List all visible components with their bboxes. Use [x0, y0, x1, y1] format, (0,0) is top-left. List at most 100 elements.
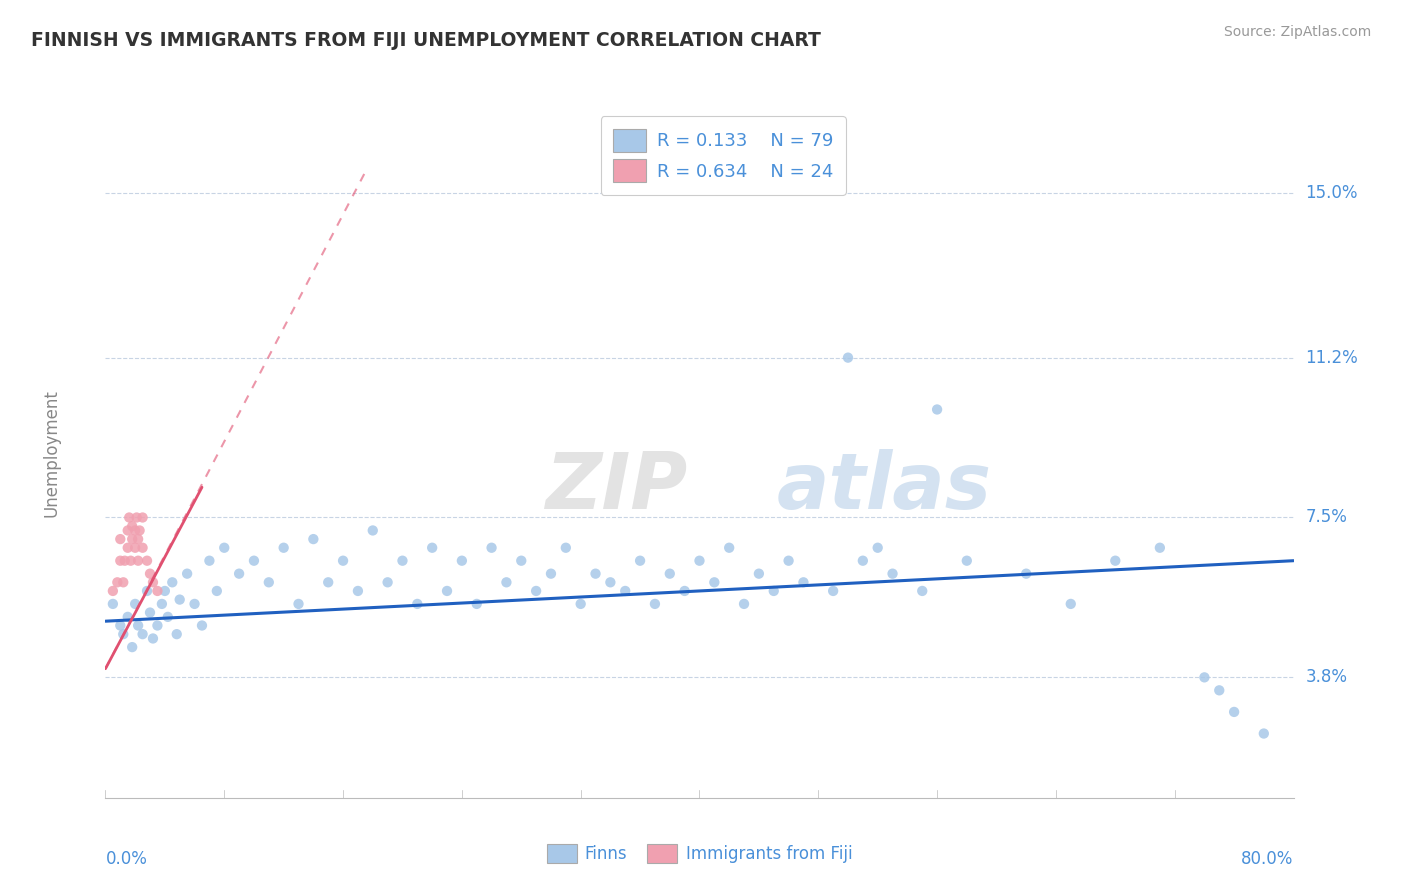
Text: Source: ZipAtlas.com: Source: ZipAtlas.com	[1223, 25, 1371, 39]
Point	[112, 575, 135, 590]
Point	[510, 554, 533, 568]
Point	[125, 510, 148, 524]
Point	[465, 597, 488, 611]
Point	[689, 554, 711, 568]
Point	[882, 566, 904, 581]
Point	[823, 583, 845, 598]
Point	[127, 618, 149, 632]
Point	[114, 554, 136, 568]
Point	[673, 583, 696, 598]
Point	[124, 597, 146, 611]
Point	[124, 541, 146, 555]
Point	[117, 524, 139, 538]
Point	[101, 583, 124, 598]
Point	[628, 554, 651, 568]
Point	[118, 510, 141, 524]
Point	[585, 566, 607, 581]
Point	[105, 575, 128, 590]
Point	[117, 610, 139, 624]
Point	[316, 575, 339, 590]
Point	[733, 597, 755, 611]
Point	[136, 554, 159, 568]
Text: ZIP: ZIP	[546, 450, 688, 525]
Point	[658, 566, 681, 581]
Point	[127, 554, 149, 568]
Point	[569, 597, 592, 611]
Point	[183, 597, 205, 611]
Point	[257, 575, 280, 590]
Point	[792, 575, 814, 590]
Point	[762, 583, 785, 598]
Point	[142, 575, 165, 590]
Text: 7.5%: 7.5%	[1305, 508, 1347, 526]
Point	[420, 541, 443, 555]
Point	[176, 566, 198, 581]
Point	[287, 597, 309, 611]
Point	[302, 532, 325, 546]
Text: FINNISH VS IMMIGRANTS FROM FIJI UNEMPLOYMENT CORRELATION CHART: FINNISH VS IMMIGRANTS FROM FIJI UNEMPLOY…	[31, 31, 821, 50]
Point	[146, 583, 169, 598]
Point	[599, 575, 621, 590]
Point	[837, 351, 859, 365]
Point	[1223, 705, 1246, 719]
Point	[169, 592, 191, 607]
Point	[110, 618, 132, 632]
Point	[852, 554, 875, 568]
Point	[866, 541, 889, 555]
Point	[406, 597, 429, 611]
Point	[128, 524, 150, 538]
Point	[131, 541, 153, 555]
Point	[131, 627, 153, 641]
Point	[121, 640, 143, 654]
Point	[347, 583, 370, 598]
Point	[911, 583, 934, 598]
Point	[214, 541, 236, 555]
Point	[150, 597, 173, 611]
Point	[127, 532, 149, 546]
Point	[956, 554, 979, 568]
Point	[436, 583, 458, 598]
Point	[361, 524, 384, 538]
Text: 0.0%: 0.0%	[105, 850, 148, 868]
Point	[191, 618, 214, 632]
Text: atlas: atlas	[776, 450, 991, 525]
Point	[540, 566, 562, 581]
Point	[450, 554, 472, 568]
Text: 3.8%: 3.8%	[1305, 668, 1347, 686]
Point	[524, 583, 547, 598]
Text: Unemployment: Unemployment	[44, 389, 60, 516]
Point	[124, 524, 146, 538]
Text: 11.2%: 11.2%	[1305, 349, 1358, 367]
Point	[162, 575, 184, 590]
Point	[748, 566, 770, 581]
Point	[644, 597, 666, 611]
Point	[120, 554, 142, 568]
Point	[614, 583, 637, 598]
Point	[101, 597, 124, 611]
Point	[703, 575, 725, 590]
Point	[156, 610, 179, 624]
Point	[1208, 683, 1230, 698]
Point	[554, 541, 576, 555]
Point	[198, 554, 221, 568]
Legend: Finns, Immigrants from Fiji: Finns, Immigrants from Fiji	[540, 837, 859, 870]
Point	[139, 566, 162, 581]
Point	[481, 541, 503, 555]
Point	[166, 627, 188, 641]
Point	[1149, 541, 1171, 555]
Point	[778, 554, 800, 568]
Point	[117, 541, 139, 555]
Point	[136, 583, 159, 598]
Point	[110, 554, 132, 568]
Point	[1253, 726, 1275, 740]
Point	[391, 554, 413, 568]
Point	[1104, 554, 1126, 568]
Point	[110, 532, 132, 546]
Point	[131, 510, 153, 524]
Point	[243, 554, 266, 568]
Point	[139, 606, 162, 620]
Point	[112, 627, 135, 641]
Point	[273, 541, 295, 555]
Point	[1015, 566, 1038, 581]
Point	[146, 618, 169, 632]
